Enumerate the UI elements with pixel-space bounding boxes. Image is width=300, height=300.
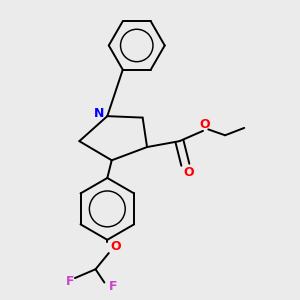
Text: O: O [199, 118, 210, 131]
Text: N: N [94, 107, 104, 120]
Text: F: F [109, 280, 117, 293]
Text: F: F [66, 274, 75, 287]
Text: O: O [111, 240, 122, 253]
Text: O: O [183, 167, 194, 179]
